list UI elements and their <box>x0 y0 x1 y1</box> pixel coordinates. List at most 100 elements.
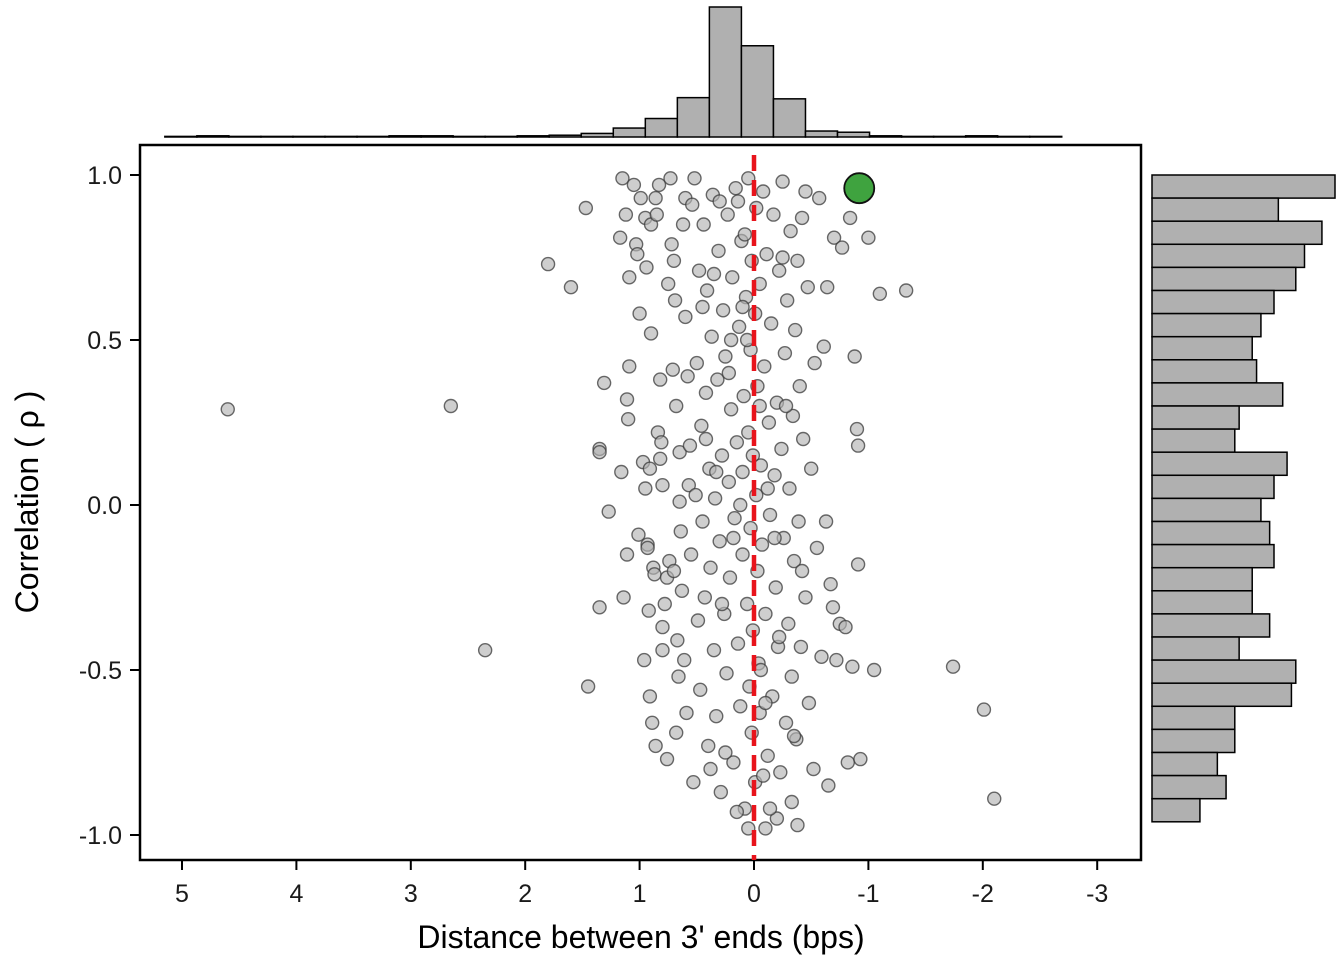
data-point <box>834 240 850 255</box>
right-hist-bar <box>1151 520 1271 546</box>
data-point <box>735 547 750 562</box>
data-point <box>720 207 735 222</box>
right-hist-bar <box>1151 705 1236 731</box>
data-point <box>648 190 663 206</box>
data-point <box>733 699 748 714</box>
data-point <box>687 171 702 186</box>
data-point <box>718 349 733 364</box>
data-point <box>477 643 493 658</box>
data-point <box>694 418 709 433</box>
y-tick-label: 1.0 <box>87 162 122 190</box>
data-point <box>726 530 741 546</box>
data-point <box>616 590 631 605</box>
top-hist-bar <box>708 6 743 138</box>
data-point <box>718 745 733 760</box>
data-point <box>778 715 794 730</box>
data-point <box>665 362 680 377</box>
data-point <box>771 629 787 645</box>
data-point <box>758 695 773 711</box>
top-hist-bar <box>868 135 903 138</box>
data-point <box>655 478 670 493</box>
data-point <box>760 481 775 496</box>
data-point <box>782 481 797 496</box>
top-hist-bar <box>420 135 454 138</box>
data-point <box>987 791 1002 806</box>
data-point <box>807 355 822 371</box>
data-point <box>847 349 862 364</box>
data-point <box>753 458 769 473</box>
right-hist-bar <box>1151 243 1306 269</box>
data-point <box>809 540 825 556</box>
data-point <box>698 385 714 400</box>
right-hist-bar <box>1151 566 1253 592</box>
data-point <box>838 619 853 635</box>
top-hist-bar <box>1028 135 1063 138</box>
data-point <box>723 332 739 348</box>
data-point <box>715 303 731 318</box>
data-point <box>655 643 670 658</box>
data-point <box>784 669 799 684</box>
data-point <box>779 293 795 308</box>
y-axis: 1.0 0.5 0.0 -0.5 -1.0 <box>79 162 140 850</box>
top-hist-bar <box>356 135 390 138</box>
data-point <box>641 603 656 618</box>
top-hist-bar <box>228 135 262 138</box>
data-point <box>727 511 742 526</box>
data-point <box>679 705 694 721</box>
data-point <box>758 606 773 622</box>
data-point <box>754 537 770 552</box>
data-point <box>850 438 866 453</box>
data-point <box>652 451 668 466</box>
data-point <box>690 613 706 628</box>
data-point <box>601 504 616 519</box>
right-hist-bar <box>1151 382 1284 407</box>
data-point <box>762 801 778 816</box>
data-point <box>580 679 596 694</box>
data-point <box>850 557 866 572</box>
data-point <box>798 590 813 605</box>
right-hist-bar <box>1151 751 1219 777</box>
data-point <box>663 171 678 186</box>
data-point <box>666 563 682 579</box>
right-hist-bar <box>1151 451 1288 477</box>
data-point <box>693 682 708 697</box>
right-hist-bar <box>1151 774 1227 800</box>
data-point <box>639 260 654 275</box>
data-point <box>735 464 750 480</box>
data-point <box>784 794 799 810</box>
data-point <box>712 194 727 209</box>
data-point <box>704 329 719 344</box>
data-point <box>675 217 691 232</box>
data-point <box>654 435 669 450</box>
data-point <box>945 659 961 674</box>
data-point <box>685 197 700 212</box>
data-point <box>794 563 810 579</box>
data-point <box>710 372 725 387</box>
data-point <box>755 184 771 199</box>
data-point <box>842 210 858 226</box>
x-axis-title: Distance between 3' ends (bps) <box>417 919 864 955</box>
top-hist-bar <box>516 135 550 138</box>
data-point <box>688 487 703 503</box>
data-point <box>853 751 868 767</box>
data-point <box>763 316 779 331</box>
data-point <box>615 171 630 186</box>
right-hist-bar <box>1151 728 1236 754</box>
right-hist-bar <box>1151 220 1323 246</box>
data-point <box>651 177 667 193</box>
right-hist-bar <box>1151 405 1240 430</box>
data-point <box>696 217 711 232</box>
data-point <box>775 250 790 265</box>
x-tick-label: 4 <box>289 880 303 908</box>
right-hist-bar <box>1151 636 1240 661</box>
top-hist-bar <box>452 135 486 138</box>
data-point <box>739 332 755 348</box>
right-hist-bar <box>1151 497 1262 523</box>
right-hist-bar <box>1151 289 1275 315</box>
right-hist-bar <box>1151 682 1293 708</box>
data-point <box>820 280 835 295</box>
data-point <box>680 369 695 384</box>
top-hist-bar <box>292 135 326 138</box>
data-point <box>636 652 652 668</box>
x-tick-label: -2 <box>972 880 994 908</box>
